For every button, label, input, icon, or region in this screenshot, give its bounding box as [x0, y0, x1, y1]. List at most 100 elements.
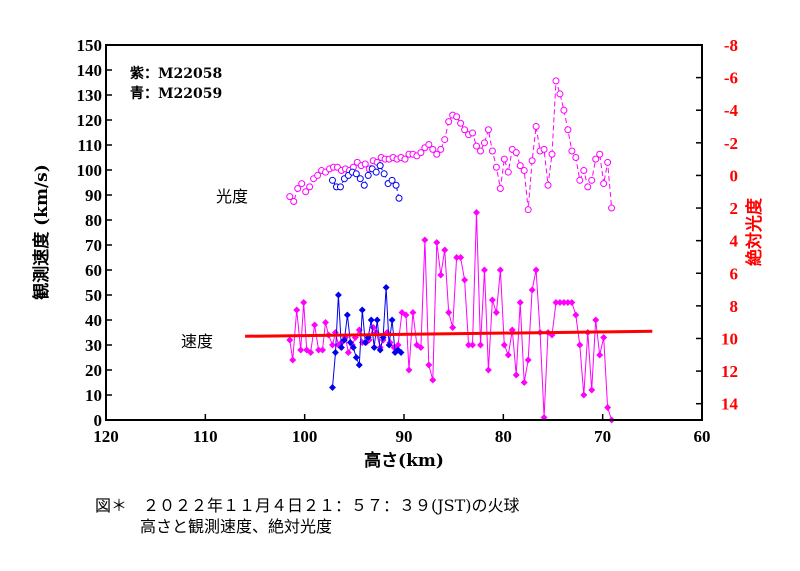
- data-point: [461, 276, 469, 284]
- data-point: [572, 311, 580, 319]
- data-point: [445, 308, 453, 317]
- data-point: [302, 188, 310, 196]
- data-point: [540, 145, 548, 153]
- data-point: [544, 181, 552, 189]
- y-tick-label: 70: [85, 236, 102, 255]
- data-point: [429, 376, 437, 384]
- y2-tick-label: 2: [730, 199, 739, 218]
- data-point: [604, 158, 612, 166]
- data-point: [321, 318, 330, 327]
- y-tick-label: 150: [77, 36, 103, 55]
- data-point: [405, 366, 413, 374]
- legend-blue: 青：M22059: [130, 85, 222, 102]
- data-point: [592, 155, 600, 163]
- data-point: [352, 353, 360, 362]
- data-point: [580, 391, 588, 399]
- data-point: [449, 323, 457, 332]
- y2-tick-label: 12: [721, 362, 738, 381]
- y2-tick-label: -6: [724, 69, 738, 88]
- data-point: [552, 77, 560, 85]
- legend-purple: 紫：M22058: [130, 65, 222, 82]
- data-point: [488, 296, 496, 304]
- y2-tick-label: 4: [730, 232, 739, 251]
- y-tick-label: 10: [85, 386, 102, 405]
- data-point: [433, 238, 441, 247]
- data-point: [608, 204, 616, 212]
- data-point: [453, 113, 461, 121]
- data-point: [361, 160, 369, 168]
- chart: 0102030405060708090100110120130140150141…: [31, 36, 765, 471]
- data-point: [300, 298, 308, 307]
- data-point: [346, 338, 354, 347]
- x-tick-label: 80: [495, 427, 512, 446]
- y-tick-label: 130: [77, 86, 103, 105]
- data-point: [334, 291, 342, 299]
- series-0: [286, 208, 616, 424]
- data-point: [472, 208, 481, 217]
- data-point: [445, 118, 453, 126]
- data-point: [380, 170, 388, 178]
- data-point: [461, 126, 469, 134]
- data-point: [433, 150, 441, 158]
- y-tick-label: 80: [85, 211, 102, 230]
- data-point: [328, 383, 337, 392]
- data-point: [425, 140, 433, 148]
- data-point: [568, 298, 576, 307]
- data-point: [596, 150, 604, 158]
- series-2: [286, 77, 616, 214]
- data-point: [385, 341, 393, 349]
- data-point: [484, 126, 492, 134]
- x-tick-label: 90: [396, 427, 413, 446]
- data-point: [528, 286, 536, 294]
- series-4: [245, 329, 653, 338]
- data-point: [328, 176, 336, 184]
- data-point: [588, 176, 596, 184]
- data-point: [318, 346, 327, 354]
- data-point: [564, 126, 572, 134]
- data-point: [343, 311, 351, 319]
- data-point: [584, 183, 592, 191]
- data-point: [417, 343, 425, 352]
- x-tick-label: 60: [694, 427, 711, 446]
- data-point: [373, 316, 381, 324]
- data-point: [556, 90, 564, 98]
- series-line: [289, 80, 613, 210]
- data-point: [469, 129, 477, 137]
- data-point: [504, 351, 512, 359]
- data-point: [394, 346, 402, 354]
- y-tick-label: 90: [85, 186, 102, 205]
- data-point: [500, 341, 508, 349]
- data-point: [336, 183, 344, 191]
- series-3: [328, 162, 403, 202]
- data-point: [306, 183, 314, 191]
- data-point: [352, 170, 360, 178]
- data-point: [425, 361, 433, 369]
- data-point: [437, 271, 445, 279]
- data-point: [576, 176, 584, 184]
- y-tick-label: 40: [85, 311, 102, 330]
- figure-caption: 図＊ ２０２２年１１月４日２１：５７：３９(JST)の火球 高さと観測速度、絶対…: [95, 495, 785, 537]
- data-point: [441, 246, 449, 254]
- data-point: [314, 171, 322, 179]
- data-point: [290, 198, 298, 206]
- series-line: [289, 212, 613, 421]
- data-point: [370, 343, 378, 352]
- data-point: [600, 333, 608, 342]
- data-point: [307, 348, 315, 357]
- data-point: [355, 361, 363, 369]
- data-point: [492, 163, 500, 171]
- data-point: [286, 193, 294, 201]
- data-point: [492, 308, 500, 317]
- data-point: [592, 316, 600, 324]
- data-point: [457, 253, 465, 262]
- data-point: [532, 123, 540, 131]
- data-point: [402, 311, 410, 319]
- data-point: [286, 336, 294, 344]
- x-tick-label: 70: [594, 427, 611, 446]
- data-point: [476, 147, 484, 155]
- y-tick-label: 60: [85, 261, 102, 280]
- y-axis-label: 観測速度 (km/s): [31, 164, 52, 300]
- data-point: [500, 155, 508, 163]
- data-point: [294, 184, 302, 192]
- y-tick-label: 120: [77, 111, 103, 130]
